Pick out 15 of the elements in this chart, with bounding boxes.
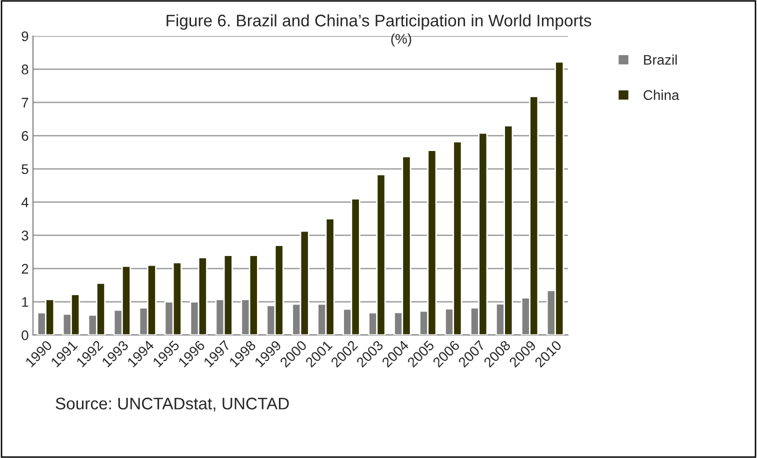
- y-tick-label: 7: [22, 98, 28, 108]
- y-tick-label: 5: [22, 164, 28, 174]
- y-tick-label: 9: [22, 31, 28, 42]
- y-tick-label: 3: [22, 230, 28, 241]
- y-tick-label: 2: [22, 264, 28, 274]
- source-note: Source: UNCTADstat, UNCTAD: [56, 398, 289, 412]
- y-tick-label: 6: [22, 131, 28, 141]
- chart-title: Figure 6. Brazil and China’s Participation in World Imports: [166, 14, 592, 30]
- legend-label: China: [644, 90, 680, 100]
- legend-label: Brazil: [644, 54, 677, 65]
- y-tick-label: 4: [21, 198, 28, 208]
- y-tick-label: 1: [22, 297, 28, 307]
- y-tick-label: 8: [22, 64, 28, 74]
- chart-subtitle: (%): [391, 34, 412, 46]
- y-tick-label: 0: [22, 330, 28, 340]
